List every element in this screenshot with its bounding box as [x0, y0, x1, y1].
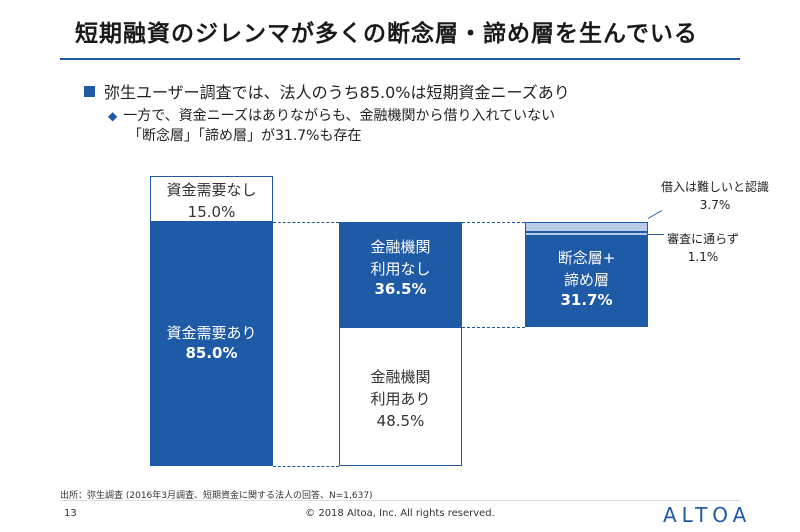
- connector-line: [462, 222, 525, 223]
- bullet-sub-line1: 一方で、資金ニーズはありながらも、金融機関から借り入れていない: [123, 108, 556, 124]
- bank-yes-value: 48.5%: [376, 412, 425, 430]
- bank-yes-label2: 利用あり: [370, 390, 431, 408]
- connector-line: [273, 466, 339, 467]
- bar-need-yes: 資金需要あり 85.0%: [150, 222, 273, 466]
- connector-line: [273, 222, 339, 223]
- bar-bank-none: 金融機関 利用なし 36.5%: [339, 222, 462, 327]
- note-hard: 借入は難しいと認識 3.7%: [650, 178, 780, 214]
- bullet-main: 弥生ユーザー調査では、法人のうち85.0%は短期資金ニーズあり: [84, 79, 570, 103]
- bank-none-value: 36.5%: [374, 280, 427, 298]
- footer-divider: [60, 500, 740, 501]
- need-none-label: 資金需要なし: [166, 181, 257, 199]
- note-rejected: 審査に通らず 1.1%: [658, 230, 748, 266]
- note-hard-value: 3.7%: [699, 198, 731, 212]
- giveup-label2: 諦め層: [563, 271, 609, 289]
- bar-need-none: 資金需要なし 15.0%: [150, 176, 273, 222]
- leader-line: [648, 234, 664, 235]
- bar-rejected: [525, 232, 648, 236]
- giveup-value: 31.7%: [560, 291, 613, 309]
- bullet-sub: ◆ 一方で、資金ニーズはありながらも、金融機関から借り入れていない 「断念層」「諦…: [108, 106, 555, 146]
- title-divider: [60, 58, 740, 60]
- page-number: 13: [64, 508, 77, 519]
- giveup-label1: 断念層+: [557, 249, 616, 267]
- bullet-main-text: 弥生ユーザー調査では、法人のうち85.0%は短期資金ニーズあり: [104, 83, 570, 102]
- copyright: © 2018 Altoa, Inc. All rights reserved.: [305, 508, 495, 519]
- need-yes-value: 85.0%: [185, 344, 238, 362]
- diamond-bullet-icon: ◆: [108, 109, 118, 123]
- note-rejected-label: 審査に通らず: [667, 232, 739, 246]
- connector-line: [462, 327, 525, 328]
- bar-hard: [525, 222, 648, 232]
- need-none-value: 15.0%: [187, 203, 236, 221]
- square-bullet-icon: [84, 86, 95, 97]
- altoa-logo: ALTOA: [663, 503, 752, 527]
- page-title: 短期融資のジレンマが多くの断念層・諦め層を生んでいる: [75, 21, 698, 47]
- note-hard-label: 借入は難しいと認識: [660, 180, 769, 194]
- bar-giveup: 断念層+ 諦め層 31.7%: [525, 236, 648, 327]
- bank-none-label1: 金融機関: [370, 238, 431, 256]
- note-rejected-value: 1.1%: [687, 250, 719, 264]
- bank-yes-label1: 金融機関: [370, 368, 431, 386]
- need-yes-label: 資金需要あり: [166, 324, 257, 342]
- bullet-sub-line2: 「断念層」「諦め層」が31.7%も存在: [128, 128, 362, 144]
- bar-bank-yes: 金融機関 利用あり 48.5%: [339, 327, 462, 466]
- bank-none-label2: 利用なし: [370, 260, 431, 278]
- source-note: 出所：弥生調査 (2016年3月調査、短期資金に関する法人の回答、N=1,637…: [60, 491, 373, 501]
